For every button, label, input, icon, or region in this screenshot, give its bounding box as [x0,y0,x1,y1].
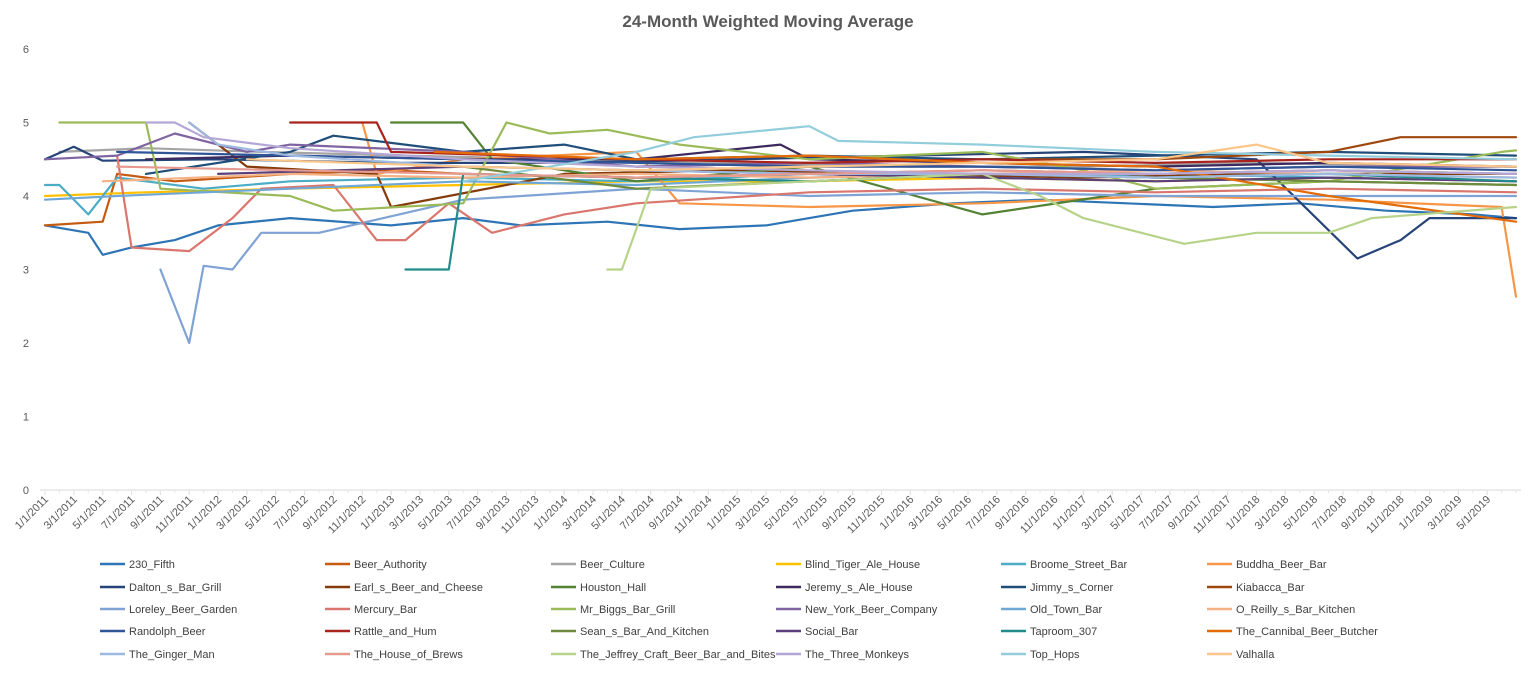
legend-label: Buddha_Beer_Bar [1236,559,1327,571]
series-line-o-reilly-s-bar-kitchen [101,169,1518,183]
legend-item[interactable]: Valhalla [1207,649,1275,661]
legend-label: Broome_Street_Bar [1030,559,1128,571]
legend-item[interactable]: Broome_Street_Bar [1001,559,1128,571]
series-line-dalton-s-bar-grill [43,145,1518,260]
legend-label: Earl_s_Beer_and_Cheese [354,582,483,594]
legend-item[interactable]: Social_Bar [776,626,859,638]
series-line-230-fifth [43,198,1518,256]
legend-label: 230_Fifth [129,559,175,571]
legend-label: Jimmy_s_Corner [1030,582,1113,594]
legend-label: Beer_Authority [354,559,427,571]
legend-label: Kiabacca_Bar [1236,582,1305,594]
legend-label: New_York_Beer_Company [805,604,938,616]
series-line-top-hops [462,125,1518,183]
series-line-the-ginger-man [188,121,1518,179]
legend-label: O_Reilly_s_Bar_Kitchen [1236,604,1355,616]
legend-label: The_Cannibal_Beer_Butcher [1236,626,1378,638]
series-line-rattle-and-hum [289,121,1518,164]
series-line-loreley-beer-garden [159,187,1518,345]
legend-item[interactable]: Top_Hops [1001,649,1080,661]
legend-label: Dalton_s_Bar_Grill [129,582,221,594]
series-layer [43,121,1518,345]
y-tick-label: 2 [23,338,29,350]
legend-label: Houston_Hall [580,582,646,594]
legend-item[interactable]: Earl_s_Beer_and_Cheese [325,582,483,594]
legend-item[interactable]: Loreley_Beer_Garden [100,604,237,616]
legend-label: Top_Hops [1030,649,1080,661]
chart-title: 24-Month Weighted Moving Average [622,12,913,31]
legend-label: Loreley_Beer_Garden [129,604,237,616]
legend-item[interactable]: Mr_Biggs_Bar_Grill [551,604,675,616]
legend-item[interactable]: Dalton_s_Bar_Grill [100,582,221,594]
legend-item[interactable]: Blind_Tiger_Ale_House [776,559,920,571]
y-tick-label: 6 [23,44,29,56]
legend-item[interactable]: The_Jeffrey_Craft_Beer_Bar_and_Bites [551,649,776,661]
legend-label: Old_Town_Bar [1030,604,1102,616]
legend-item[interactable]: The_Cannibal_Beer_Butcher [1207,626,1378,638]
legend-item[interactable]: Houston_Hall [551,582,646,594]
legend-item[interactable]: Buddha_Beer_Bar [1207,559,1327,571]
legend-item[interactable]: Jeremy_s_Ale_House [776,582,913,594]
legend-label: The_Jeffrey_Craft_Beer_Bar_and_Bites [580,649,776,661]
legend-item[interactable]: Kiabacca_Bar [1207,582,1305,594]
legend-label: Social_Bar [805,626,859,638]
legend-item[interactable]: Taproom_307 [1001,626,1097,638]
series-line-the-jeffrey-craft-beer-bar-and-bites [606,172,1518,271]
legend-label: The_Three_Monkeys [805,649,909,661]
legend-item[interactable]: New_York_Beer_Company [776,604,938,616]
legend-item[interactable]: Rattle_and_Hum [325,626,437,638]
legend-item[interactable]: Randolph_Beer [100,626,206,638]
legend-label: The_House_of_Brews [354,649,463,661]
legend-label: The_Ginger_Man [129,649,215,661]
legend-item[interactable]: 230_Fifth [100,559,175,571]
y-tick-label: 0 [23,485,29,497]
legend-label: Randolph_Beer [129,626,206,638]
legend: 230_Fifth Beer_Authority Beer_Culture Blind… [100,559,1378,661]
legend-item[interactable]: O_Reilly_s_Bar_Kitchen [1207,604,1355,616]
y-tick-label: 4 [23,191,29,203]
legend-item[interactable]: Old_Town_Bar [1001,604,1102,616]
legend-label: Mercury_Bar [354,604,417,616]
legend-label: Jeremy_s_Ale_House [805,582,913,594]
legend-label: Taproom_307 [1030,626,1097,638]
y-tick-label: 5 [23,118,29,130]
legend-label: Mr_Biggs_Bar_Grill [580,604,675,616]
legend-item[interactable]: The_Ginger_Man [100,649,215,661]
legend-item[interactable]: Beer_Authority [325,559,427,571]
legend-item[interactable]: Mercury_Bar [325,604,417,616]
legend-item[interactable]: Beer_Culture [551,559,645,571]
series-line-mr-biggs-bar-grill [58,121,1518,212]
legend-label: Blind_Tiger_Ale_House [805,559,920,571]
legend-item[interactable]: Sean_s_Bar_And_Kitchen [551,626,709,638]
legend-label: Rattle_and_Hum [354,626,437,638]
legend-label: Valhalla [1236,649,1275,661]
y-tick-label: 3 [23,265,29,277]
legend-item[interactable]: The_Three_Monkeys [776,649,909,661]
y-tick-label: 1 [23,412,29,424]
legend-label: Sean_s_Bar_And_Kitchen [580,626,709,638]
legend-item[interactable]: The_House_of_Brews [325,649,463,661]
legend-label: Beer_Culture [580,559,645,571]
series-line-the-three-monkeys [144,121,1518,175]
series-line-valhalla [245,143,1518,172]
legend-item[interactable]: Jimmy_s_Corner [1001,582,1113,594]
